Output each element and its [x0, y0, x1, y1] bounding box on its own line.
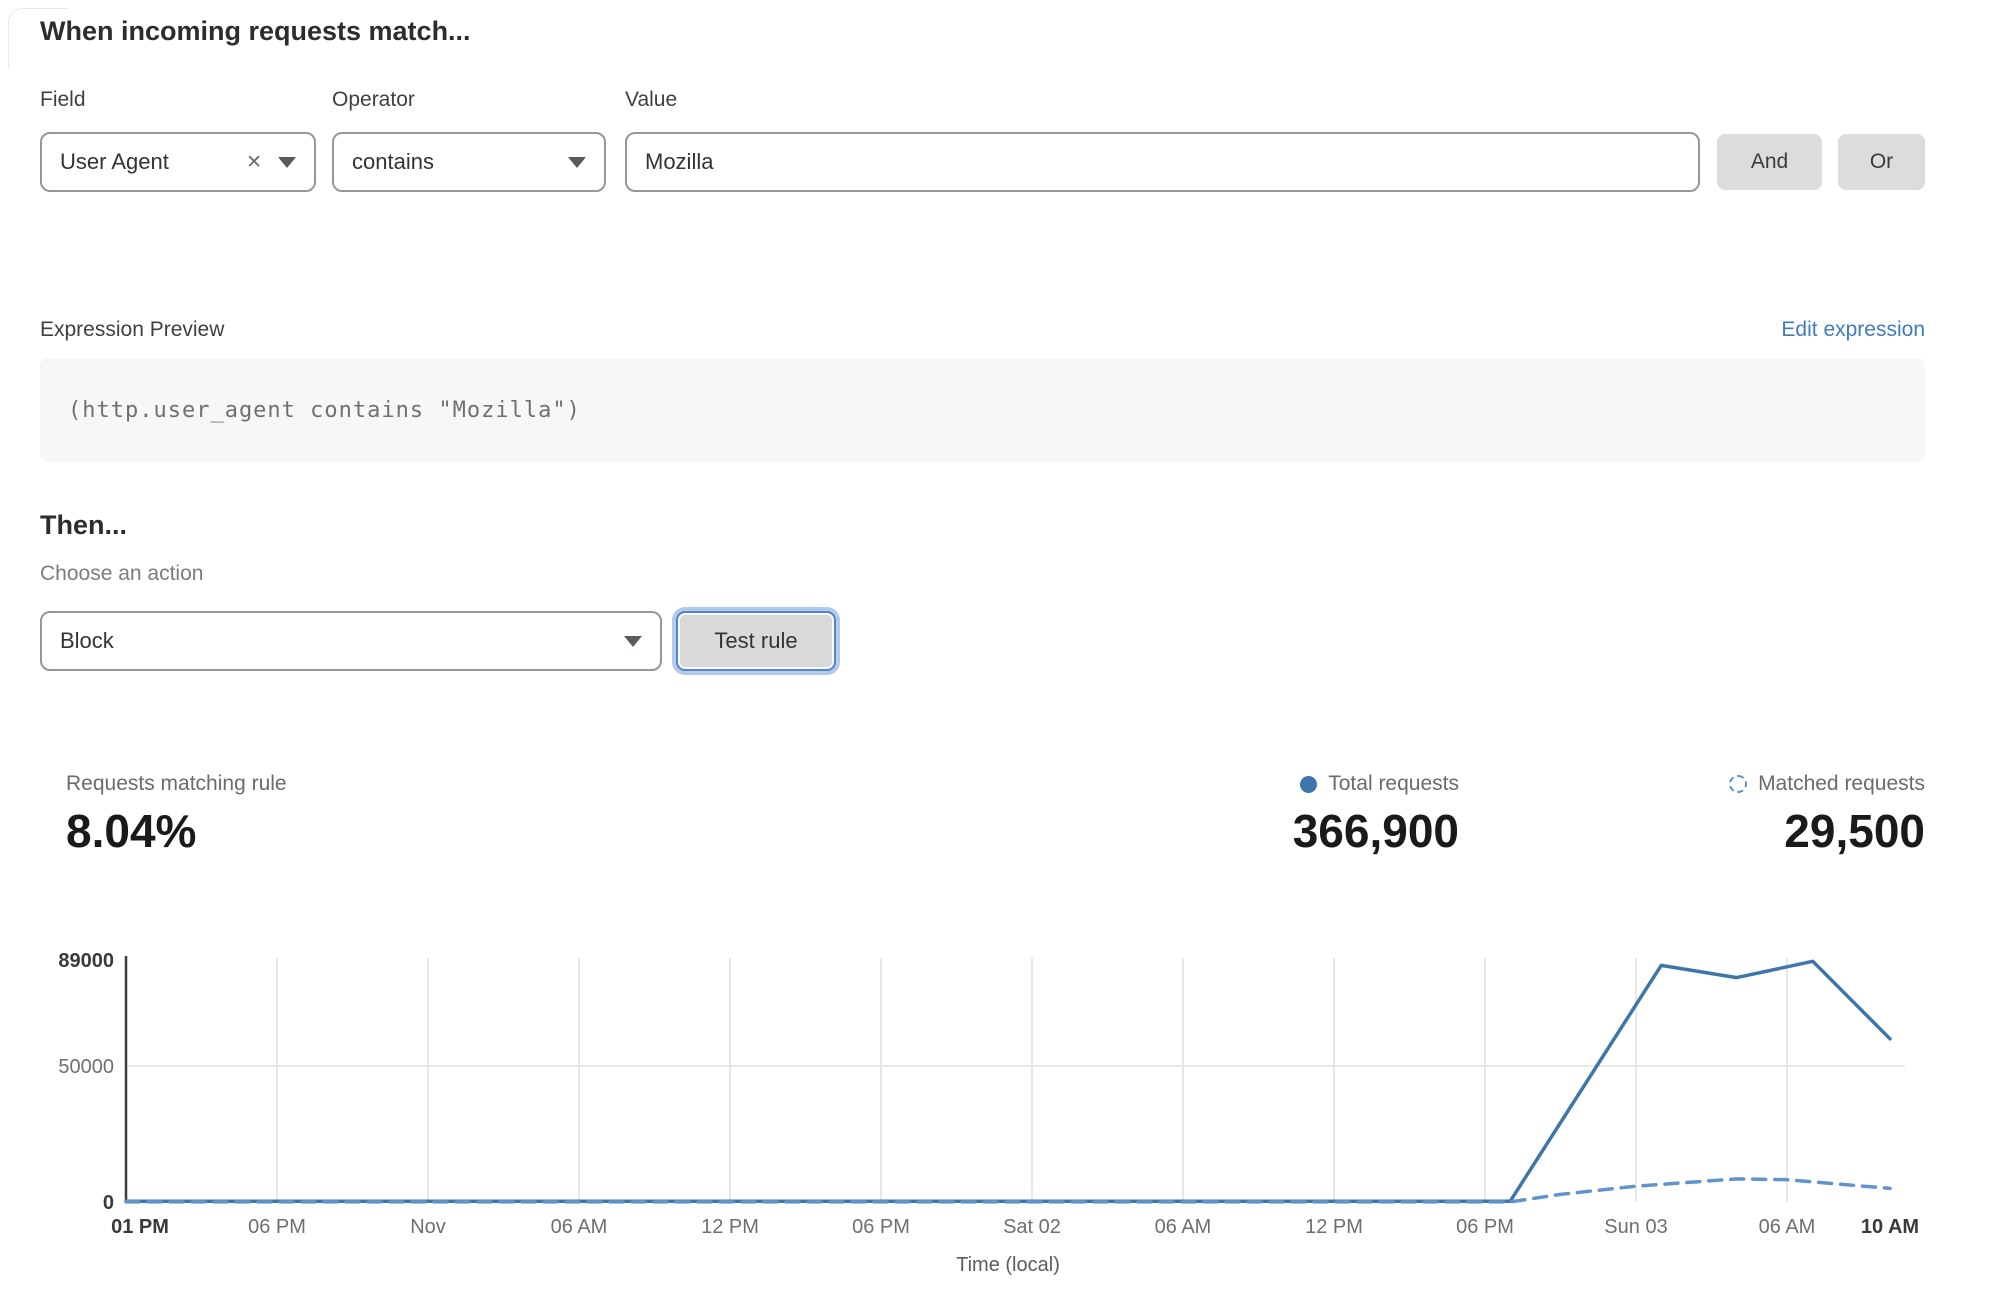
field-select[interactable]: User Agent ✕	[40, 132, 316, 192]
y-axis-tick-label: 89000	[58, 950, 114, 972]
match-heading: When incoming requests match...	[40, 16, 471, 46]
expression-code-box: (http.user_agent contains "Mozilla")	[40, 358, 1925, 462]
edit-expression-link[interactable]: Edit expression	[1781, 318, 1925, 341]
action-select[interactable]: Block	[40, 611, 662, 671]
x-axis-tick-label: 06 PM	[248, 1216, 306, 1238]
matched-requests-stat: Matched requests 29,500	[1729, 772, 1925, 858]
x-axis-tick-label: Sun 03	[1604, 1216, 1667, 1238]
test-rule-button[interactable]: Test rule	[676, 611, 836, 671]
x-axis-tick-label: 12 PM	[1305, 1216, 1363, 1238]
operator-label: Operator	[332, 88, 415, 111]
x-axis-tick-label: 06 AM	[551, 1216, 608, 1238]
value-label: Value	[625, 88, 678, 111]
x-axis-tick-label: 10 AM	[1861, 1216, 1919, 1238]
matched-requests-line	[124, 1177, 1892, 1204]
operator-select[interactable]: contains	[332, 132, 606, 192]
choose-action-label: Choose an action	[40, 562, 204, 585]
matched-requests-legend-dashed-circle-icon	[1729, 775, 1748, 793]
expression-code: (http.user_agent contains "Mozilla")	[68, 397, 581, 423]
card-corner	[8, 8, 69, 69]
total-requests-value: 366,900	[1292, 805, 1459, 857]
x-axis-tick-label: 06 AM	[1155, 1216, 1212, 1238]
requests-chart[interactable]: 0 50000 89000 01 PM 06 PM Nov 06 AM 12 PM 06 PM S…	[0, 930, 1999, 1295]
field-label: Field	[40, 88, 86, 111]
action-select-value: Block	[60, 628, 114, 653]
requests-matching-stat: Requests matching rule 8.04%	[66, 772, 287, 858]
matched-requests-label: Matched requests	[1758, 772, 1925, 795]
x-axis-tick-label: 01 PM	[111, 1216, 169, 1238]
field-select-value: User Agent	[60, 149, 169, 174]
x-axis-tick-label: 12 PM	[701, 1216, 759, 1238]
operator-select-value: contains	[352, 149, 434, 174]
x-axis-tick-label: 06 AM	[1759, 1216, 1816, 1238]
x-axis-tick-label: Nov	[410, 1216, 446, 1238]
chevron-down-icon	[624, 635, 642, 647]
or-button[interactable]: Or	[1838, 134, 1925, 190]
value-input[interactable]	[625, 132, 1700, 192]
x-axis-title: Time (local)	[956, 1254, 1060, 1276]
total-requests-legend-dot-icon	[1300, 775, 1318, 793]
total-requests-stat: Total requests 366,900	[1293, 772, 1459, 858]
chevron-down-icon	[278, 156, 296, 168]
requests-matching-value: 8.04%	[66, 805, 197, 857]
x-axis-tick-label: 06 PM	[1456, 1216, 1514, 1238]
requests-matching-label: Requests matching rule	[66, 772, 287, 795]
chevron-down-icon	[568, 156, 586, 168]
then-heading: Then...	[40, 510, 127, 540]
and-button[interactable]: And	[1717, 134, 1822, 190]
matched-requests-value: 29,500	[1784, 805, 1925, 857]
total-requests-label: Total requests	[1328, 772, 1459, 795]
x-axis-tick-label: 06 PM	[852, 1216, 910, 1238]
y-axis-tick-label: 0	[103, 1192, 114, 1214]
total-requests-line	[124, 959, 1892, 1203]
y-axis-tick-label: 50000	[58, 1056, 114, 1078]
clear-field-icon[interactable]: ✕	[246, 151, 262, 173]
expression-preview-label: Expression Preview	[40, 318, 225, 341]
x-axis-tick-label: Sat 02	[1003, 1216, 1061, 1238]
